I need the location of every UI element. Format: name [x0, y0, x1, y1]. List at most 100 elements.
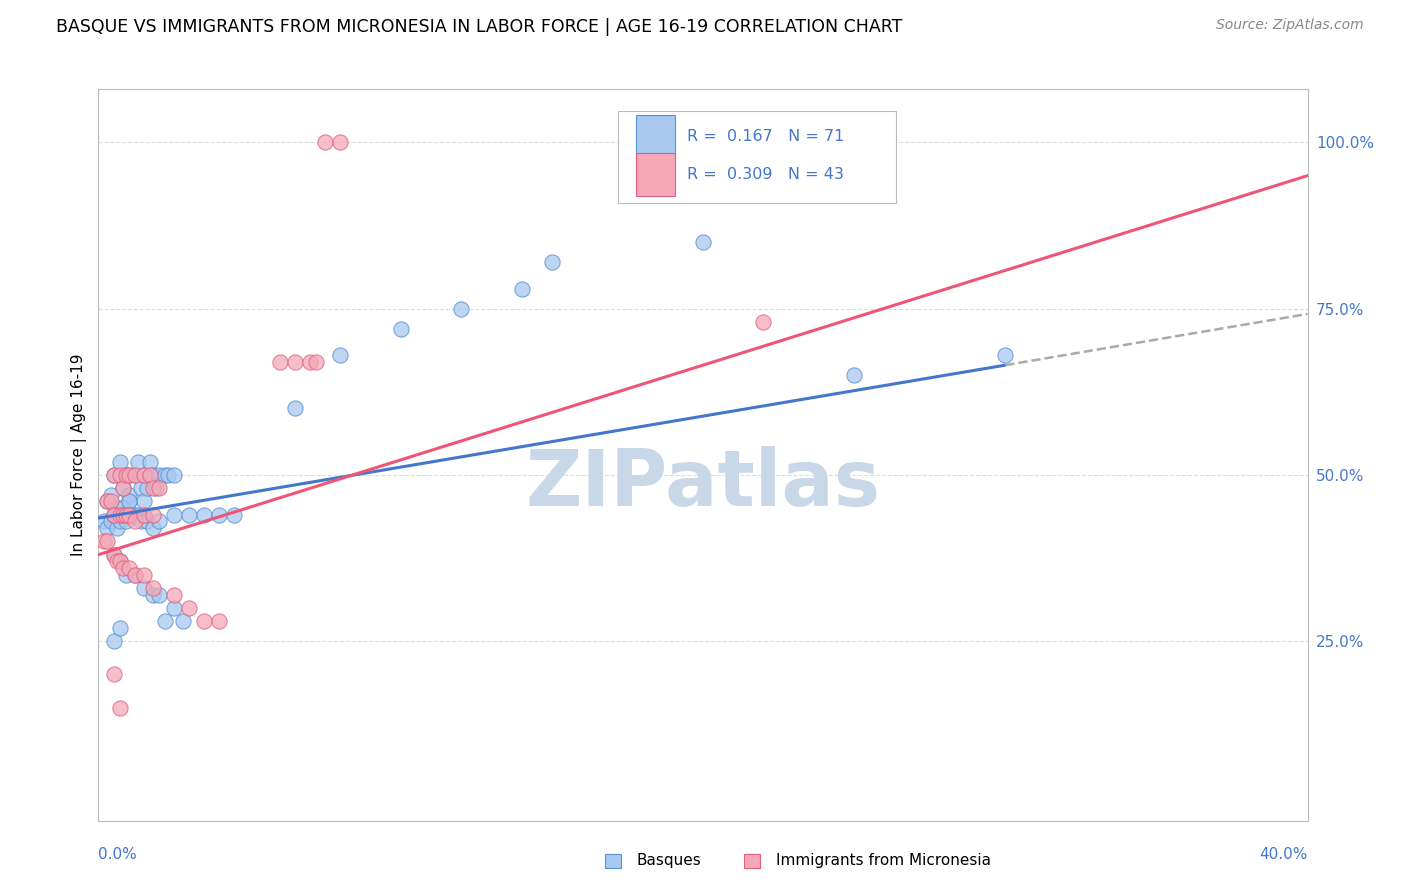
FancyBboxPatch shape — [637, 153, 675, 196]
Point — [96, 494, 118, 508]
Text: R =  0.167   N = 71: R = 0.167 N = 71 — [688, 129, 845, 145]
Point — [314, 136, 336, 150]
Point — [132, 567, 155, 582]
Text: BASQUE VS IMMIGRANTS FROM MICRONESIA IN LABOR FORCE | AGE 16-19 CORRELATION CHAR: BASQUE VS IMMIGRANTS FROM MICRONESIA IN … — [56, 18, 903, 36]
Text: ZIPatlas: ZIPatlas — [526, 446, 880, 522]
FancyBboxPatch shape — [744, 854, 759, 868]
Point — [124, 467, 146, 482]
Point — [692, 235, 714, 249]
Point — [103, 634, 125, 648]
Point — [135, 515, 157, 529]
Point — [132, 581, 155, 595]
Point — [224, 508, 246, 522]
Text: R =  0.309   N = 43: R = 0.309 N = 43 — [688, 168, 844, 182]
Point — [148, 467, 170, 482]
Point — [163, 508, 186, 522]
Point — [103, 548, 125, 562]
Point — [105, 554, 128, 568]
Point — [118, 488, 141, 502]
Point — [108, 467, 131, 482]
Point — [121, 508, 143, 522]
Point — [299, 355, 322, 369]
Point — [193, 614, 215, 628]
Point — [93, 515, 115, 529]
Point — [103, 508, 125, 522]
Point — [100, 494, 122, 508]
Point — [108, 554, 131, 568]
Point — [148, 515, 170, 529]
Point — [142, 581, 165, 595]
Point — [142, 481, 165, 495]
Text: Basques: Basques — [637, 854, 702, 869]
Point — [111, 508, 134, 522]
FancyBboxPatch shape — [637, 115, 675, 158]
Point — [145, 481, 167, 495]
Point — [118, 494, 141, 508]
Point — [132, 508, 155, 522]
Point — [111, 501, 134, 516]
Point — [103, 508, 125, 522]
Point — [129, 515, 152, 529]
Point — [389, 321, 412, 335]
Point — [269, 355, 291, 369]
Point — [111, 508, 134, 522]
Point — [108, 508, 131, 522]
Point — [329, 136, 352, 150]
Point — [114, 467, 136, 482]
Point — [114, 467, 136, 482]
Point — [114, 508, 136, 522]
Point — [284, 355, 307, 369]
Point — [118, 494, 141, 508]
Point — [156, 467, 179, 482]
Point — [114, 515, 136, 529]
Point — [284, 401, 307, 416]
Point — [179, 600, 201, 615]
Point — [96, 534, 118, 549]
Text: 40.0%: 40.0% — [1260, 847, 1308, 863]
Point — [124, 508, 146, 522]
Point — [142, 467, 165, 482]
Point — [305, 355, 328, 369]
Point — [114, 567, 136, 582]
Point — [994, 348, 1017, 362]
Point — [142, 508, 165, 522]
Point — [132, 467, 155, 482]
Point — [844, 368, 866, 383]
Point — [108, 554, 131, 568]
Point — [111, 481, 134, 495]
Point — [129, 481, 152, 495]
Point — [163, 600, 186, 615]
Point — [103, 508, 125, 522]
Point — [142, 521, 165, 535]
Point — [118, 467, 141, 482]
FancyBboxPatch shape — [605, 854, 620, 868]
Point — [108, 501, 131, 516]
Point — [118, 561, 141, 575]
Point — [111, 561, 134, 575]
Point — [103, 667, 125, 681]
Point — [540, 255, 562, 269]
Point — [450, 301, 472, 316]
Point — [142, 588, 165, 602]
Point — [752, 315, 775, 329]
Point — [103, 467, 125, 482]
Point — [108, 454, 131, 468]
Point — [148, 481, 170, 495]
Point — [124, 567, 146, 582]
Point — [118, 467, 141, 482]
Text: Immigrants from Micronesia: Immigrants from Micronesia — [776, 854, 991, 869]
Point — [118, 508, 141, 522]
Point — [132, 508, 155, 522]
Point — [93, 534, 115, 549]
Point — [148, 588, 170, 602]
Point — [124, 567, 146, 582]
Y-axis label: In Labor Force | Age 16-19: In Labor Force | Age 16-19 — [72, 353, 87, 557]
FancyBboxPatch shape — [619, 112, 897, 202]
Point — [163, 467, 186, 482]
Point — [105, 521, 128, 535]
Point — [111, 481, 134, 495]
Point — [127, 454, 149, 468]
Point — [208, 508, 231, 522]
Point — [153, 614, 176, 628]
Point — [103, 467, 125, 482]
